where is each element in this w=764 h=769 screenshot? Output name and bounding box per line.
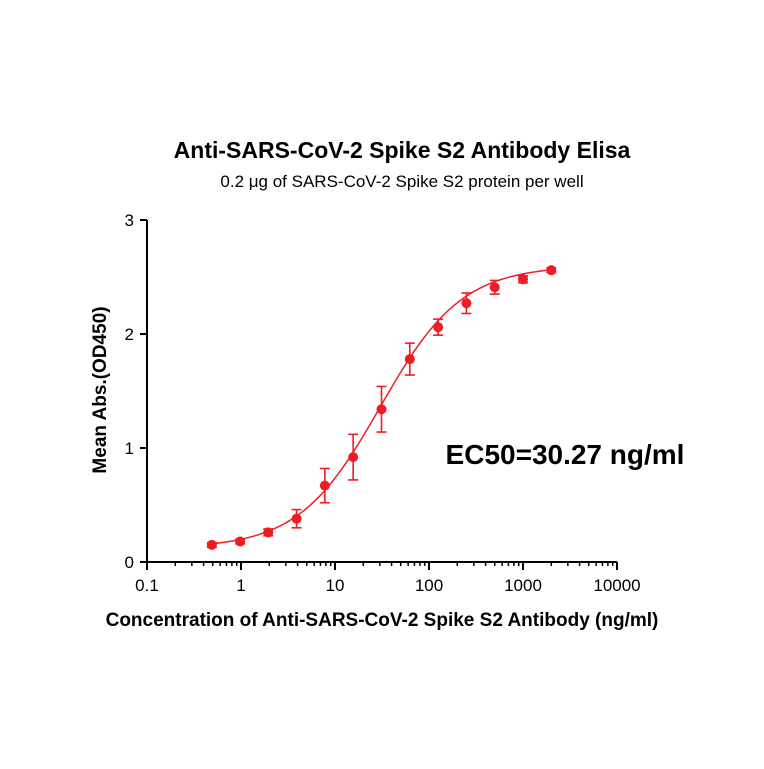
data-point xyxy=(461,298,472,309)
data-point xyxy=(518,274,528,285)
data-point xyxy=(319,480,330,491)
data-point xyxy=(404,354,415,365)
data-point xyxy=(235,536,246,547)
ec50-annotation: EC50=30.27 ng/ml xyxy=(446,439,685,470)
data-point xyxy=(489,282,500,293)
y-tick-label: 0 xyxy=(125,553,134,572)
axes: 0 1 2 3 0.1 1 10 100 1000 10000 xyxy=(125,211,641,595)
x-tick-label: 100 xyxy=(415,576,443,595)
x-tick-label: 0.1 xyxy=(135,576,159,595)
data-point xyxy=(546,265,557,276)
x-tick-label: 10 xyxy=(326,576,345,595)
chart-title: Anti-SARS-CoV-2 Spike S2 Antibody Elisa xyxy=(174,137,631,163)
y-tick-label: 2 xyxy=(125,325,134,344)
x-axis-label: Concentration of Anti-SARS-CoV-2 Spike S… xyxy=(106,610,659,631)
x-tick-label: 10000 xyxy=(593,576,640,595)
data-point xyxy=(206,539,217,550)
data-point xyxy=(263,527,274,538)
data-point xyxy=(348,452,359,463)
data-point xyxy=(291,513,302,524)
plot-area xyxy=(206,265,557,550)
y-tick-label: 1 xyxy=(125,439,134,458)
data-point xyxy=(433,322,444,333)
chart-subtitle: 0.2 μg of SARS-CoV-2 Spike S2 protein pe… xyxy=(220,172,583,191)
y-tick-label: 3 xyxy=(125,211,134,230)
x-tick-label: 1000 xyxy=(504,576,542,595)
data-point xyxy=(376,404,387,415)
y-axis-label: Mean Abs.(OD450) xyxy=(90,306,111,473)
x-tick-label: 1 xyxy=(236,576,245,595)
